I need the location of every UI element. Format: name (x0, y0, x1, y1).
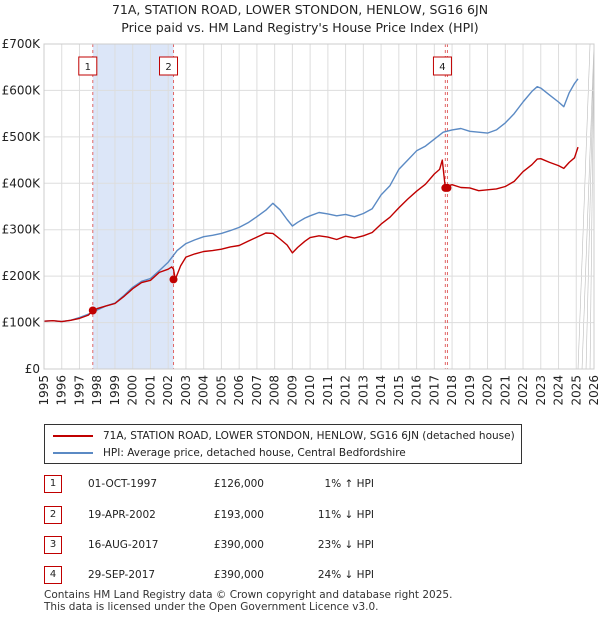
x-tick-label: 2018 (445, 375, 459, 406)
x-tick-label: 2003 (179, 375, 193, 406)
x-tick-label: 2016 (410, 375, 424, 406)
x-tick-label: 2002 (161, 375, 175, 406)
x-tick-label: 2005 (214, 375, 228, 406)
transaction-hpi-diff: 1% ↑ HPI (324, 478, 374, 490)
transaction-date: 16-AUG-2017 (88, 539, 159, 551)
footer-licence: This data is licensed under the Open Gov… (44, 601, 379, 613)
forecast-hatch (577, 43, 591, 370)
legend-item-price: 71A, STATION ROAD, LOWER STONDON, HENLOW… (53, 428, 515, 444)
y-tick-label: £200K (2, 269, 42, 283)
x-tick-label: 2001 (143, 375, 157, 406)
plot-frame (43, 43, 595, 370)
x-tick-label: 2015 (392, 375, 406, 406)
transaction-number: 3 (44, 536, 62, 554)
transaction-date: 19-APR-2002 (88, 509, 156, 521)
x-tick-label: 2010 (303, 375, 317, 406)
legend-item-hpi: HPI: Average price, detached house, Cent… (53, 445, 406, 461)
y-tick-label: £400K (2, 176, 42, 190)
x-tick-label: 2023 (534, 375, 548, 406)
y-tick-label: £500K (2, 130, 42, 144)
legend-swatch-price (53, 435, 93, 437)
x-tick-label: 2024 (552, 375, 566, 406)
y-tick-label: £300K (2, 223, 42, 237)
x-tick-label: 2009 (285, 375, 299, 406)
sale-point (88, 306, 97, 315)
sale-marker-box (78, 56, 98, 76)
x-tick-label: 2026 (587, 375, 600, 406)
x-tick-label: 2006 (232, 375, 246, 406)
legend-label-hpi: HPI: Average price, detached house, Cent… (103, 447, 406, 459)
x-tick-label: 2008 (268, 375, 282, 406)
y-tick-label: £600K (2, 83, 42, 97)
transaction-date: 01-OCT-1997 (88, 478, 157, 490)
transaction-price: £390,000 (213, 539, 264, 551)
x-tick-label: 2021 (498, 375, 512, 406)
x-tick-label: 1995 (37, 375, 51, 406)
transaction-number: 1 (44, 475, 62, 493)
legend-label-price: 71A, STATION ROAD, LOWER STONDON, HENLOW… (103, 430, 515, 442)
x-tick-label: 1998 (90, 375, 104, 406)
x-tick-label: 2012 (339, 375, 353, 406)
transaction-price: £390,000 (213, 569, 264, 581)
table-row: 2 19-APR-2002 £193,000 11% ↓ HPI (44, 506, 464, 526)
table-row: 1 01-OCT-1997 £126,000 1% ↑ HPI (44, 475, 464, 495)
chart-subtitle: Price paid vs. HM Land Registry's House … (121, 20, 479, 35)
sale-marker-box (432, 56, 452, 76)
y-tick-label: £700K (2, 37, 42, 51)
hpi-line (43, 78, 579, 323)
x-tick-label: 2019 (463, 375, 477, 406)
transaction-price: £126,000 (213, 478, 264, 490)
sale-point (169, 275, 178, 284)
price-paid-line (43, 146, 579, 323)
sale-marker-box (159, 56, 179, 76)
footer-copyright: Contains HM Land Registry data © Crown c… (44, 589, 453, 601)
chart-title: 71A, STATION ROAD, LOWER STONDON, HENLOW… (111, 2, 489, 17)
sale-marker-label: 1 (85, 62, 91, 73)
x-tick-label: 2014 (374, 375, 388, 406)
price-chart: 1 2 4 £0 £100K £200K £300K £400K £500K £600K £700… (2, 37, 600, 406)
y-tick-label: £0 (25, 362, 40, 376)
transaction-date: 29-SEP-2017 (88, 569, 156, 581)
table-row: 3 16-AUG-2017 £390,000 23% ↓ HPI (44, 536, 464, 556)
transaction-hpi-diff: 11% ↓ HPI (317, 509, 374, 521)
x-tick-label: 2025 (569, 375, 583, 406)
y-tick-label: £100K (2, 316, 42, 330)
x-tick-label: 2017 (427, 375, 441, 406)
x-tick-label: 1999 (108, 375, 122, 406)
transaction-hpi-diff: 24% ↓ HPI (317, 569, 374, 581)
forecast-hatch (589, 43, 595, 370)
x-tick-label: 2022 (516, 375, 530, 406)
x-tick-label: 2000 (126, 375, 140, 406)
forecast-hatch (585, 43, 595, 370)
forecast-hatch (581, 43, 595, 370)
x-tick-label: 2004 (197, 375, 211, 406)
x-tick-label: 2020 (481, 375, 495, 406)
transaction-number: 2 (44, 506, 62, 524)
table-row: 4 29-SEP-2017 £390,000 24% ↓ HPI (44, 566, 464, 586)
x-tick-label: 1997 (72, 375, 86, 406)
x-tick-label: 2007 (250, 375, 264, 406)
transaction-hpi-diff: 23% ↓ HPI (317, 539, 374, 551)
sale-marker-label: 4 (439, 62, 445, 73)
transaction-price: £193,000 (213, 509, 264, 521)
x-tick-label: 2013 (356, 375, 370, 406)
legend: 71A, STATION ROAD, LOWER STONDON, HENLOW… (44, 424, 522, 464)
x-tick-label: 1996 (55, 375, 69, 406)
sale-marker-label: 2 (165, 62, 171, 73)
sale-point (443, 183, 452, 192)
transaction-number: 4 (44, 566, 62, 584)
legend-swatch-hpi (53, 452, 93, 454)
x-tick-label: 2011 (321, 375, 335, 406)
